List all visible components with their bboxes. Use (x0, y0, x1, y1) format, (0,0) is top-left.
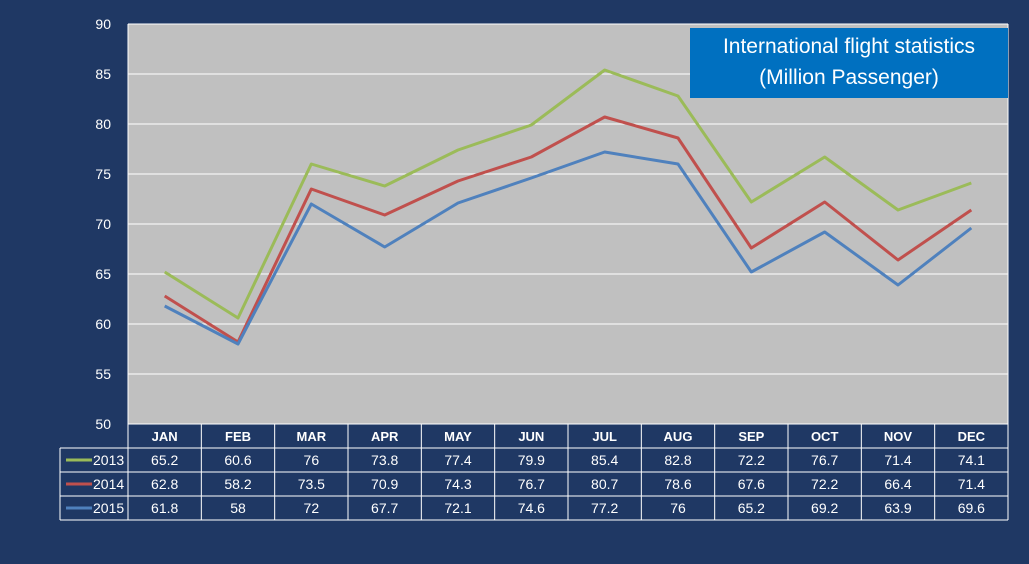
data-label: 69.6 (958, 500, 985, 516)
x-tick-label: JUL (592, 429, 617, 444)
data-label: 80.7 (591, 476, 618, 492)
x-tick-label: MAR (297, 429, 327, 444)
data-label: 76 (670, 500, 686, 516)
y-tick-label: 90 (95, 16, 111, 32)
data-label: 69.2 (811, 500, 838, 516)
legend-label-2013: 2013 (93, 452, 124, 468)
data-label: 77.2 (591, 500, 618, 516)
data-table: JAN FEB MAR APR MAY JUN JUL AUG SEP OCT NOV DEC 2013… (60, 424, 1008, 520)
data-label: 72.1 (444, 500, 471, 516)
data-label: 65.2 (151, 452, 178, 468)
data-label: 58.2 (224, 476, 251, 492)
data-label: 66.4 (884, 476, 911, 492)
y-tick-label: 85 (95, 66, 111, 82)
x-tick-label: DEC (958, 429, 986, 444)
data-label: 74.1 (958, 452, 985, 468)
data-label: 73.5 (298, 476, 325, 492)
data-label: 79.9 (518, 452, 545, 468)
data-label: 67.6 (738, 476, 765, 492)
data-label: 85.4 (591, 452, 618, 468)
data-label: 76 (304, 452, 320, 468)
data-label: 77.4 (444, 452, 471, 468)
data-label: 76.7 (518, 476, 545, 492)
data-label: 73.8 (371, 452, 398, 468)
y-tick-label: 60 (95, 316, 111, 332)
data-label: 72 (304, 500, 320, 516)
x-tick-label: FEB (225, 429, 251, 444)
chart-subtitle: (Million Passenger) (759, 66, 939, 89)
y-tick-label: 55 (95, 366, 111, 382)
y-tick-label: 80 (95, 116, 111, 132)
legend-label-2014: 2014 (93, 476, 124, 492)
x-tick-label: NOV (884, 429, 913, 444)
x-tick-label: JAN (152, 429, 178, 444)
x-tick-label: MAY (444, 429, 472, 444)
data-label: 65.2 (738, 500, 765, 516)
chart-title: International flight statistics (723, 35, 975, 58)
data-label: 76.7 (811, 452, 838, 468)
data-label: 71.4 (884, 452, 911, 468)
y-tick-label: 75 (95, 166, 111, 182)
x-tick-label: SEP (738, 429, 764, 444)
y-tick-label: 65 (95, 266, 111, 282)
data-label: 58 (230, 500, 246, 516)
y-tick-label: 50 (95, 416, 111, 432)
data-label: 61.8 (151, 500, 178, 516)
data-label: 82.8 (664, 452, 691, 468)
data-label: 71.4 (958, 476, 985, 492)
data-label: 72.2 (738, 452, 765, 468)
x-tick-label: AUG (664, 429, 693, 444)
y-tick-label: 70 (95, 216, 111, 232)
x-tick-label: OCT (811, 429, 839, 444)
data-label: 74.6 (518, 500, 545, 516)
data-label: 62.8 (151, 476, 178, 492)
chart-title-box: International flight statistics (Million… (690, 28, 1008, 98)
data-label: 70.9 (371, 476, 398, 492)
legend-label-2015: 2015 (93, 500, 124, 516)
y-axis-tick-labels: 50 55 60 65 70 75 80 85 90 (95, 16, 111, 432)
x-tick-label: JUN (518, 429, 544, 444)
data-label: 74.3 (444, 476, 471, 492)
data-label: 63.9 (884, 500, 911, 516)
data-label: 78.6 (664, 476, 691, 492)
data-label: 60.6 (224, 452, 251, 468)
data-label: 67.7 (371, 500, 398, 516)
data-label: 72.2 (811, 476, 838, 492)
x-tick-label: APR (371, 429, 399, 444)
